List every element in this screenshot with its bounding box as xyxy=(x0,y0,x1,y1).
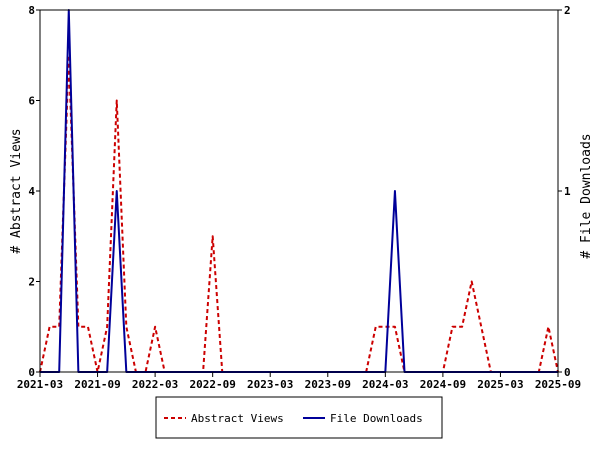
legend-box xyxy=(155,396,443,439)
y-right-tick-label: 1 xyxy=(564,185,571,198)
x-tick-label: 2024-09 xyxy=(420,378,466,391)
x-tick-label: 2024-03 xyxy=(362,378,408,391)
y-left-tick-label: 6 xyxy=(28,95,35,108)
legend-label-abstract-views: Abstract Views xyxy=(191,412,284,425)
y-right-tick-label: 2 xyxy=(564,4,571,17)
legend: Abstract Views File Downloads xyxy=(155,396,443,439)
x-tick-label: 2021-03 xyxy=(17,378,63,391)
y-right-tick-label: 0 xyxy=(564,366,571,379)
x-tick-label: 2023-03 xyxy=(247,378,293,391)
legend-label-file-downloads: File Downloads xyxy=(330,412,423,425)
series-layer xyxy=(39,9,559,373)
y-right-axis-title: # File Downloads xyxy=(579,133,594,258)
x-tick-label: 2022-09 xyxy=(189,378,235,391)
y-left-axis-title: # Abstract Views xyxy=(9,128,24,253)
x-tick-label: 2021-09 xyxy=(74,378,120,391)
x-tick-label: 2025-03 xyxy=(477,378,523,391)
tick-layer: 2021-03 2021-09 2022-03 2022-09 2023-03 2023-… xyxy=(17,4,581,391)
y-left-tick-label: 0 xyxy=(28,366,35,379)
y-left-tick-label: 2 xyxy=(28,276,35,289)
y-left-tick-label: 4 xyxy=(28,185,35,198)
x-tick-label: 2023-09 xyxy=(305,378,351,391)
y-left-tick-label: 8 xyxy=(28,4,35,17)
x-tick-label: 2022-03 xyxy=(132,378,178,391)
x-tick-label: 2025-09 xyxy=(535,378,581,391)
